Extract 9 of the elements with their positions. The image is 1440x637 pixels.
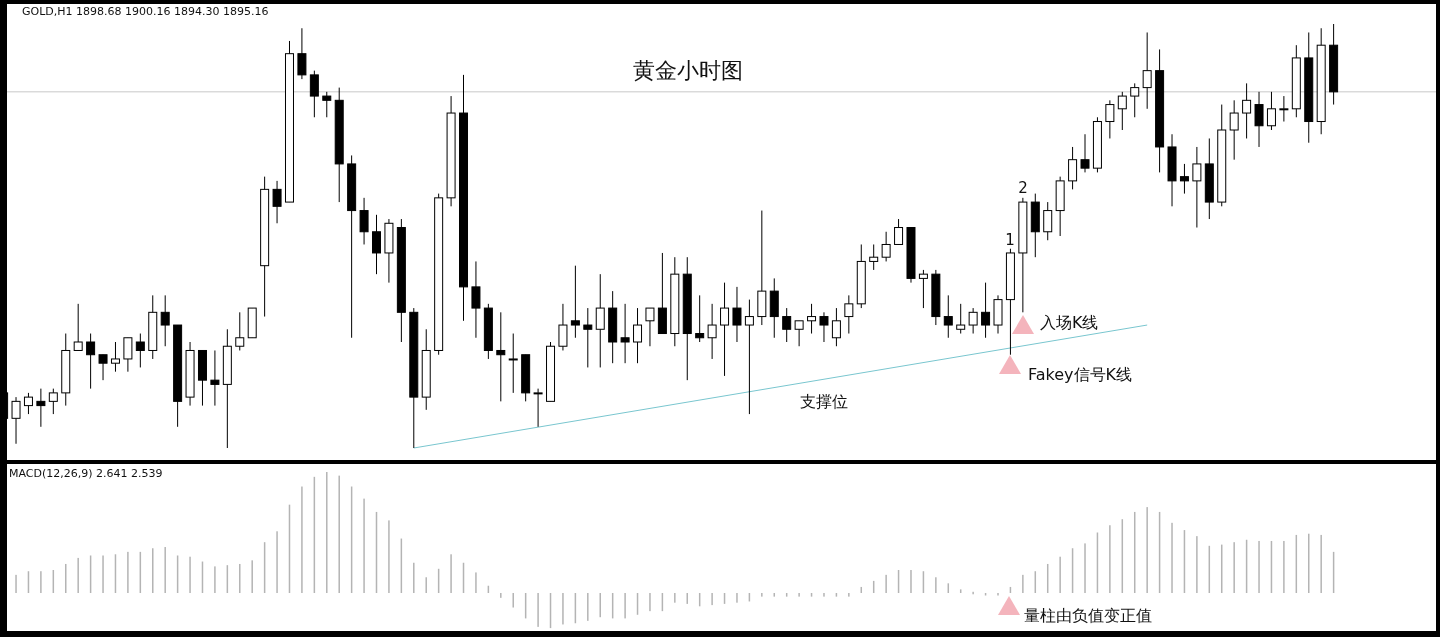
annotation: 1 [1005,231,1015,249]
annotation: 入场K线 [1040,313,1099,332]
annotation: 2 [1018,179,1028,197]
chart-title: MACD(12,26,9) 2.641 2.539 [9,467,163,480]
annotation: Fakey信号K线 [1028,365,1133,384]
text: GOLD,H1 1898.68 1900.16 1894.30 1895.16 [22,5,269,18]
text: 黄金小时图 [633,58,743,83]
annotation: 量柱由负值变正值 [1024,606,1152,625]
annotation: 支撑位 [800,392,848,411]
